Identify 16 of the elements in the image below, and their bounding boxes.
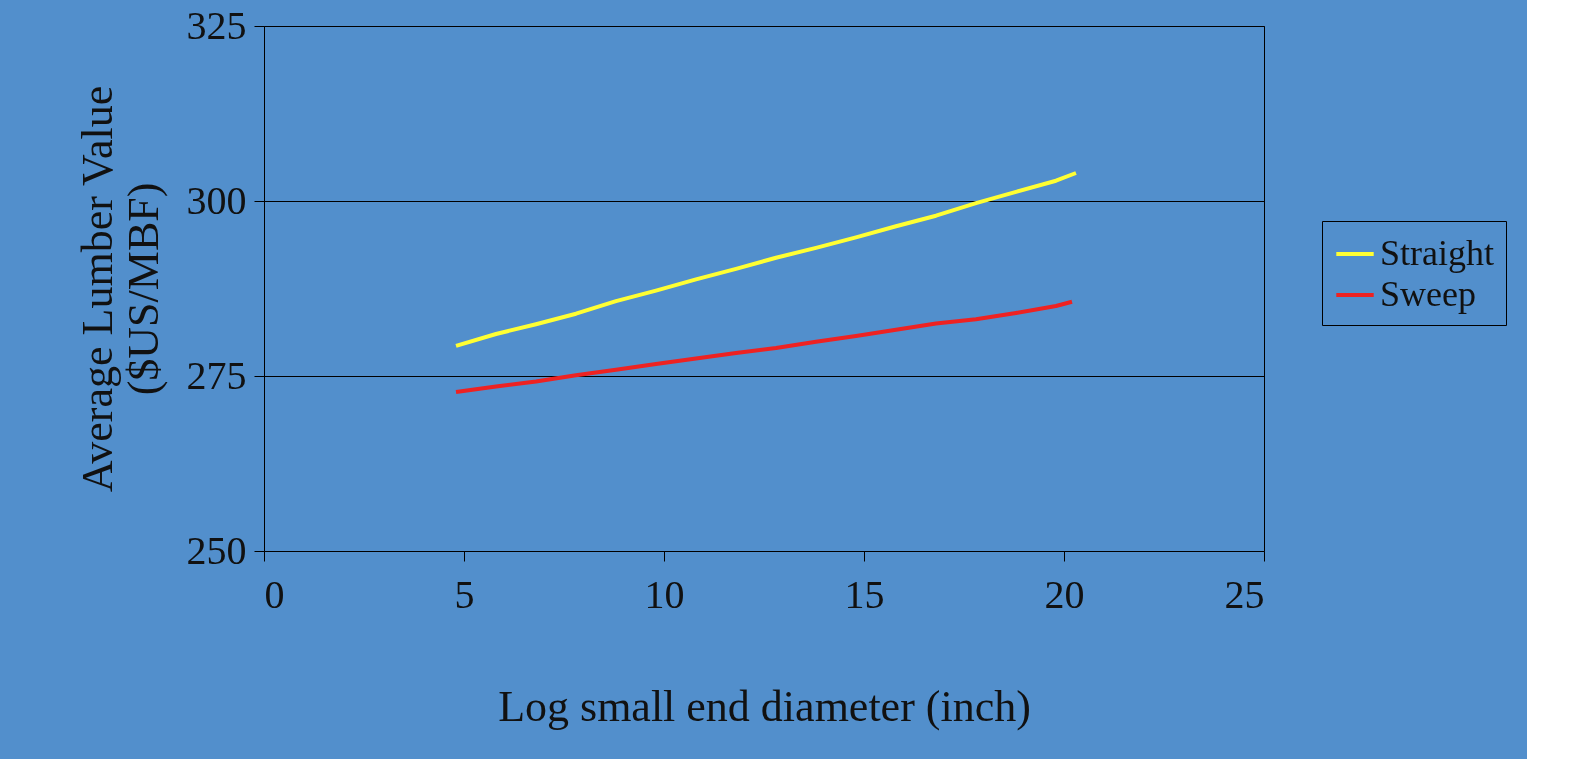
x-tick-label: 0 — [264, 571, 285, 617]
legend-label: Straight — [1380, 233, 1494, 273]
y-tick-label: 300 — [186, 177, 247, 223]
legend-label: Sweep — [1380, 274, 1476, 314]
line-series — [454, 171, 1078, 348]
y-tick-label: 250 — [186, 527, 247, 573]
y-tick-label: 325 — [186, 2, 247, 48]
line-series — [454, 299, 1074, 395]
y-axis-title: Average Lumber Value ($US/MBF) — [72, 85, 168, 493]
x-axis-title: Log small end diameter (inch) — [498, 681, 1031, 731]
x-tick-label: 20 — [1044, 571, 1085, 617]
x-tick-label: 25 — [1224, 571, 1265, 617]
x-tick-label: 5 — [454, 571, 475, 617]
y-tick-label: 275 — [186, 352, 247, 398]
x-tick-label: 10 — [644, 571, 685, 617]
x-tick-label: 15 — [844, 571, 885, 617]
